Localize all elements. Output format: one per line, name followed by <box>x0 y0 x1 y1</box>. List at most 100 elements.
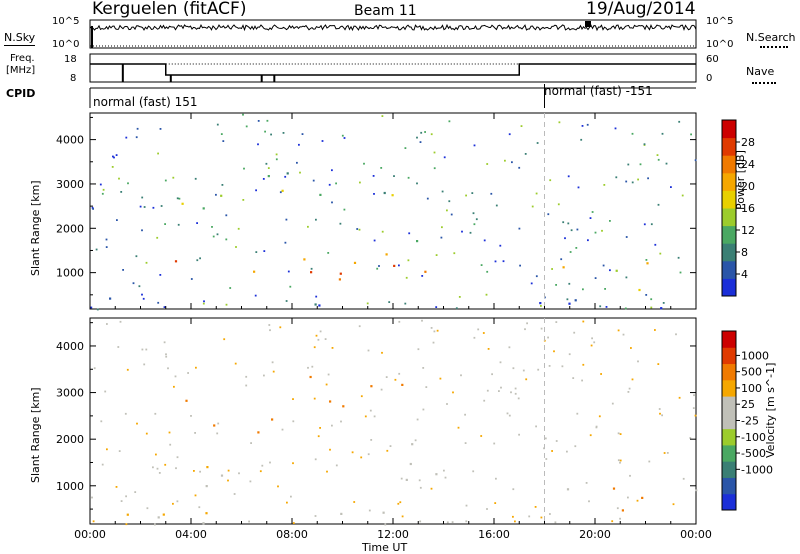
noise-cell <box>249 480 252 483</box>
data-cell <box>253 270 256 273</box>
noise-cell <box>590 344 593 347</box>
noise-cell <box>317 338 320 341</box>
data-cell <box>338 278 341 281</box>
noise-cell <box>417 348 420 351</box>
noise-cell <box>398 372 401 375</box>
noise-cell <box>576 412 579 415</box>
noise-cell <box>525 378 528 381</box>
noise-cell <box>659 252 662 255</box>
noise-cell <box>360 395 363 398</box>
noise-cell <box>245 125 248 128</box>
data-cell <box>401 383 404 386</box>
heatmap-panel-1: 1000 2000 3000 4000 <box>56 317 698 526</box>
noise-cell <box>609 220 611 222</box>
noise-cell <box>339 222 342 225</box>
colorbar-swatch <box>722 363 736 381</box>
noise-cell <box>605 306 608 308</box>
noise-cell <box>421 319 423 322</box>
noise-cell <box>569 251 572 253</box>
noise-cell <box>637 360 639 363</box>
noise-cell <box>675 333 677 336</box>
noise-cell <box>490 192 493 195</box>
noise-cell <box>433 330 436 333</box>
noise-cell <box>483 399 486 402</box>
noise-cell <box>450 213 453 216</box>
noise-cell <box>446 209 448 212</box>
noise-cell <box>154 412 157 415</box>
noise-cell <box>555 321 558 323</box>
noise-cell <box>639 163 642 166</box>
noise-cell <box>112 155 114 158</box>
noise-cell <box>155 453 157 456</box>
colorbar-swatch <box>722 428 736 446</box>
noise-cell <box>324 338 327 340</box>
power-colorbar: 4 8 12 16 20 24 28 <box>721 119 755 297</box>
noise-cell <box>250 442 252 444</box>
noise-cell <box>464 442 467 444</box>
noise-cell <box>164 223 166 225</box>
noise-cell <box>530 282 533 285</box>
noise-cell <box>386 449 389 452</box>
noise-cell <box>307 225 309 228</box>
data-cell <box>303 258 306 261</box>
noise-cell <box>672 503 675 506</box>
data-cell <box>157 516 160 519</box>
noise-cell <box>368 509 371 512</box>
freq-left-tick-bottom: 8 <box>70 73 77 84</box>
noise-cell <box>617 329 620 332</box>
nsky-label: N.Sky <box>4 31 36 46</box>
noise-cell <box>567 222 570 225</box>
nsky-trace <box>89 23 697 46</box>
noise-cell <box>199 470 201 473</box>
noise-cell <box>689 437 692 439</box>
noise-cell <box>380 388 383 391</box>
noise-cell <box>562 221 565 224</box>
data-cell <box>416 240 419 243</box>
noise-cell <box>127 182 129 185</box>
noise-cell <box>554 521 557 524</box>
noise-cell <box>495 477 497 480</box>
noise-cell <box>104 390 107 393</box>
noise-cell <box>425 386 428 388</box>
noise-cell <box>627 496 629 499</box>
noise-cell <box>536 142 539 144</box>
noise-cell <box>460 374 462 377</box>
noise-cell <box>96 308 99 311</box>
noise-cell <box>292 398 294 400</box>
noise-cell <box>647 177 649 180</box>
data-cell <box>126 513 129 516</box>
noise-cell <box>600 373 602 375</box>
x-tick-label: 20:00 <box>579 528 611 541</box>
data-cell <box>181 202 184 205</box>
noise-cell <box>270 133 272 136</box>
noise-cell <box>92 208 94 210</box>
noise-cell <box>662 302 665 304</box>
colorbar-tick-label: 8 <box>741 246 748 259</box>
noise-cell <box>152 466 154 469</box>
noise-cell <box>432 341 435 344</box>
colorbar-swatch <box>722 493 736 511</box>
noise-cell <box>473 336 476 339</box>
noise-cell <box>625 236 628 238</box>
noise-cell <box>581 125 584 127</box>
noise-cell <box>465 520 468 523</box>
noise-cell <box>265 162 268 165</box>
noise-cell <box>331 201 333 204</box>
noise-cell <box>486 389 489 392</box>
noise-cell <box>360 456 363 459</box>
noise-cell <box>622 333 625 336</box>
noise-cell <box>480 264 483 266</box>
noise-cell <box>659 412 661 415</box>
data-cell <box>109 297 112 300</box>
noise-cell <box>284 241 287 244</box>
data-cell <box>621 509 624 512</box>
noise-cell <box>446 521 449 524</box>
noise-cell <box>504 159 506 162</box>
noise-cell <box>694 414 697 417</box>
noise-cell <box>619 461 621 464</box>
noise-cell <box>580 138 583 141</box>
noise-cell <box>645 259 648 261</box>
data-cell <box>206 466 209 469</box>
noise-cell <box>343 137 346 139</box>
noise-cell <box>248 520 250 523</box>
